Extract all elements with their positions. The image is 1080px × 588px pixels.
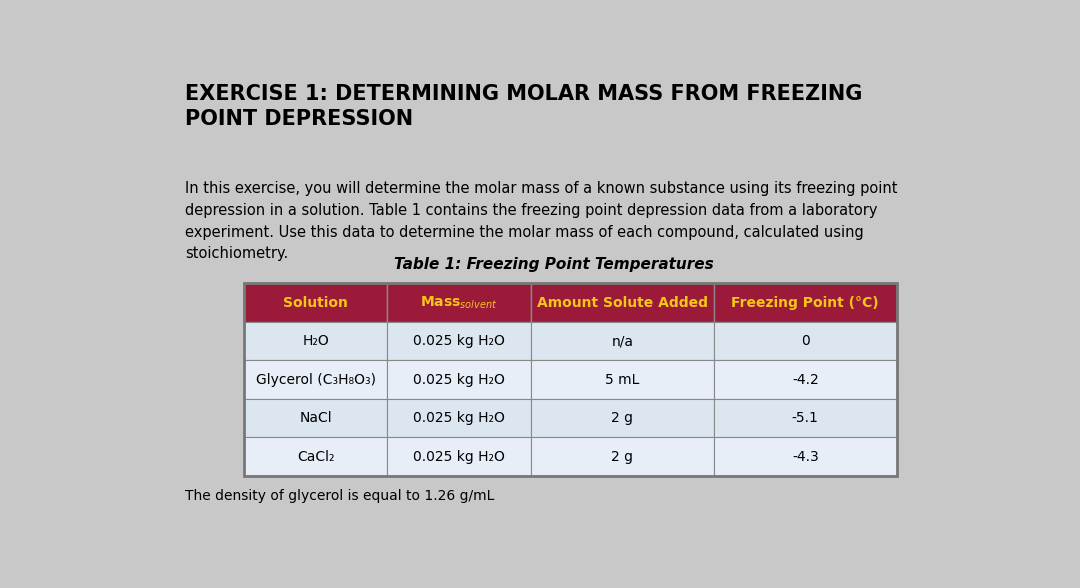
Text: Amount Solute Added: Amount Solute Added (537, 296, 708, 310)
Text: -4.2: -4.2 (792, 373, 819, 386)
Bar (388, 360, 531, 399)
Bar (244, 322, 388, 360)
Text: 0.025 kg H₂O: 0.025 kg H₂O (414, 373, 505, 386)
Text: 0.025 kg H₂O: 0.025 kg H₂O (414, 334, 505, 348)
Text: Table 1: Freezing Point Temperatures: Table 1: Freezing Point Temperatures (393, 257, 714, 272)
Text: 0.025 kg H₂O: 0.025 kg H₂O (414, 450, 505, 463)
Text: Freezing Point (°C): Freezing Point (°C) (731, 296, 879, 310)
Text: Solution: Solution (283, 296, 348, 310)
Bar (714, 399, 896, 437)
Bar (244, 437, 388, 476)
Bar (388, 437, 531, 476)
Bar (388, 283, 531, 322)
Bar (531, 360, 714, 399)
Text: 2 g: 2 g (611, 411, 634, 425)
Bar (244, 283, 388, 322)
Text: -4.3: -4.3 (792, 450, 819, 463)
Bar (531, 437, 714, 476)
Bar (244, 283, 896, 476)
Bar (714, 283, 896, 322)
Bar (244, 360, 388, 399)
Text: n/a: n/a (611, 334, 634, 348)
Bar (531, 399, 714, 437)
Text: 0.025 kg H₂O: 0.025 kg H₂O (414, 411, 505, 425)
Text: The density of glycerol is equal to 1.26 g/mL: The density of glycerol is equal to 1.26… (186, 489, 495, 503)
Text: EXERCISE 1: DETERMINING MOLAR MASS FROM FREEZING
POINT DEPRESSION: EXERCISE 1: DETERMINING MOLAR MASS FROM … (186, 84, 863, 129)
Text: In this exercise, you will determine the molar mass of a known substance using i: In this exercise, you will determine the… (186, 182, 897, 261)
Text: Mass$_{solvent}$: Mass$_{solvent}$ (420, 295, 498, 311)
Text: CaCl₂: CaCl₂ (297, 450, 335, 463)
Text: Glycerol (C₃H₈O₃): Glycerol (C₃H₈O₃) (256, 373, 376, 386)
Bar (714, 437, 896, 476)
Text: -5.1: -5.1 (792, 411, 819, 425)
Bar (531, 322, 714, 360)
Bar (388, 399, 531, 437)
Text: 2 g: 2 g (611, 450, 634, 463)
Bar (714, 322, 896, 360)
Bar (244, 399, 388, 437)
Bar (714, 360, 896, 399)
Text: 0: 0 (801, 334, 810, 348)
Text: NaCl: NaCl (299, 411, 332, 425)
Bar (531, 283, 714, 322)
Bar (388, 322, 531, 360)
Text: 5 mL: 5 mL (605, 373, 639, 386)
Text: H₂O: H₂O (302, 334, 329, 348)
